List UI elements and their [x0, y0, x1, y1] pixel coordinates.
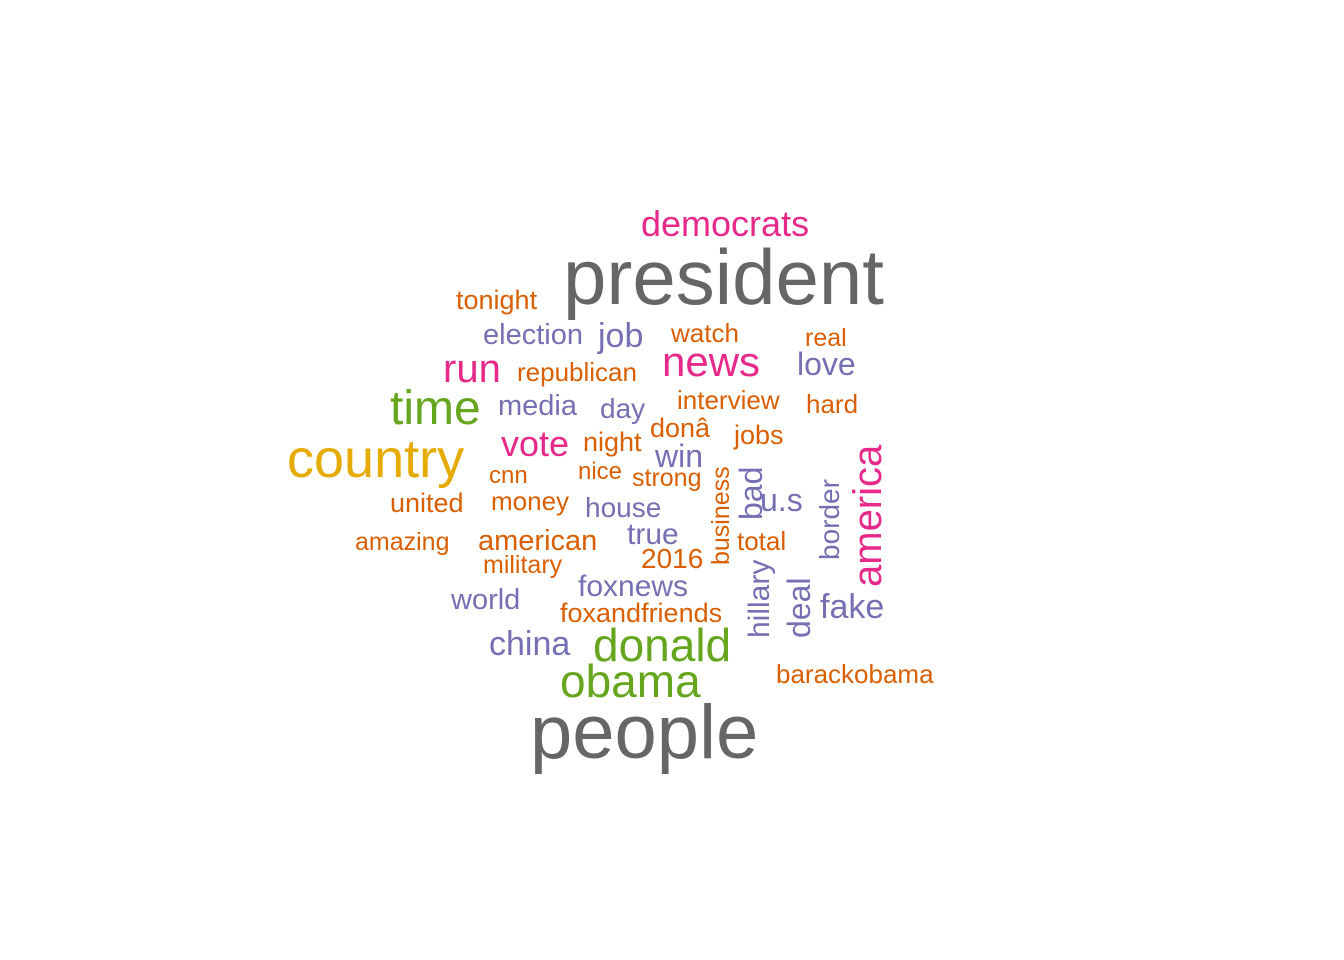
- word-news: news: [662, 338, 761, 385]
- word-interview: interview: [677, 385, 780, 415]
- word-united: united: [390, 488, 464, 518]
- word-military: military: [483, 551, 563, 579]
- word-deal: deal: [781, 577, 817, 639]
- word-day: day: [600, 393, 646, 424]
- word-world: world: [451, 584, 521, 616]
- word-president: president: [563, 233, 884, 321]
- word-hillary: hillary: [743, 559, 776, 638]
- word-watch: watch: [671, 318, 739, 348]
- word-bad: bad: [733, 466, 769, 520]
- word-real: real: [805, 324, 847, 352]
- word-fake: fake: [820, 588, 885, 626]
- word-american: american: [478, 525, 598, 557]
- word-night: night: [583, 427, 642, 457]
- word-hard: hard: [806, 389, 859, 419]
- word-love: love: [797, 346, 856, 382]
- word-barackobama: barackobama: [776, 659, 934, 689]
- word-total: total: [737, 526, 787, 556]
- word-border: border: [814, 479, 845, 560]
- word-job: job: [598, 317, 644, 355]
- word-dona: donâ: [650, 413, 711, 443]
- word-obama: obama: [560, 655, 701, 707]
- word-us: u.s: [760, 482, 803, 518]
- word-people: people: [530, 690, 759, 775]
- word-cnn: cnn: [489, 462, 528, 489]
- word-tonight: tonight: [456, 285, 538, 315]
- word-america: america: [846, 444, 890, 587]
- word-2016: 2016: [641, 543, 704, 574]
- word-win: win: [655, 438, 704, 474]
- word-nice: nice: [578, 458, 623, 485]
- word-foxandfriends: foxandfriends: [560, 598, 723, 628]
- word-democrats: democrats: [641, 203, 810, 244]
- word-amazing: amazing: [355, 528, 450, 556]
- word-business: business: [707, 466, 735, 565]
- word-true: true: [627, 518, 679, 551]
- word-strong: strong: [632, 464, 702, 492]
- word-country: country: [287, 429, 465, 489]
- word-election: election: [483, 319, 583, 351]
- word-media: media: [498, 390, 577, 422]
- word-time: time: [390, 382, 481, 435]
- word-house: house: [585, 492, 662, 523]
- word-china: china: [489, 625, 571, 663]
- word-vote: vote: [501, 423, 570, 464]
- word-donald: donald: [593, 619, 732, 671]
- word-money: money: [491, 486, 570, 516]
- word-run: run: [443, 347, 501, 391]
- word-foxnews: foxnews: [578, 570, 689, 603]
- word-jobs: jobs: [734, 420, 784, 450]
- word-republican: republican: [517, 357, 637, 387]
